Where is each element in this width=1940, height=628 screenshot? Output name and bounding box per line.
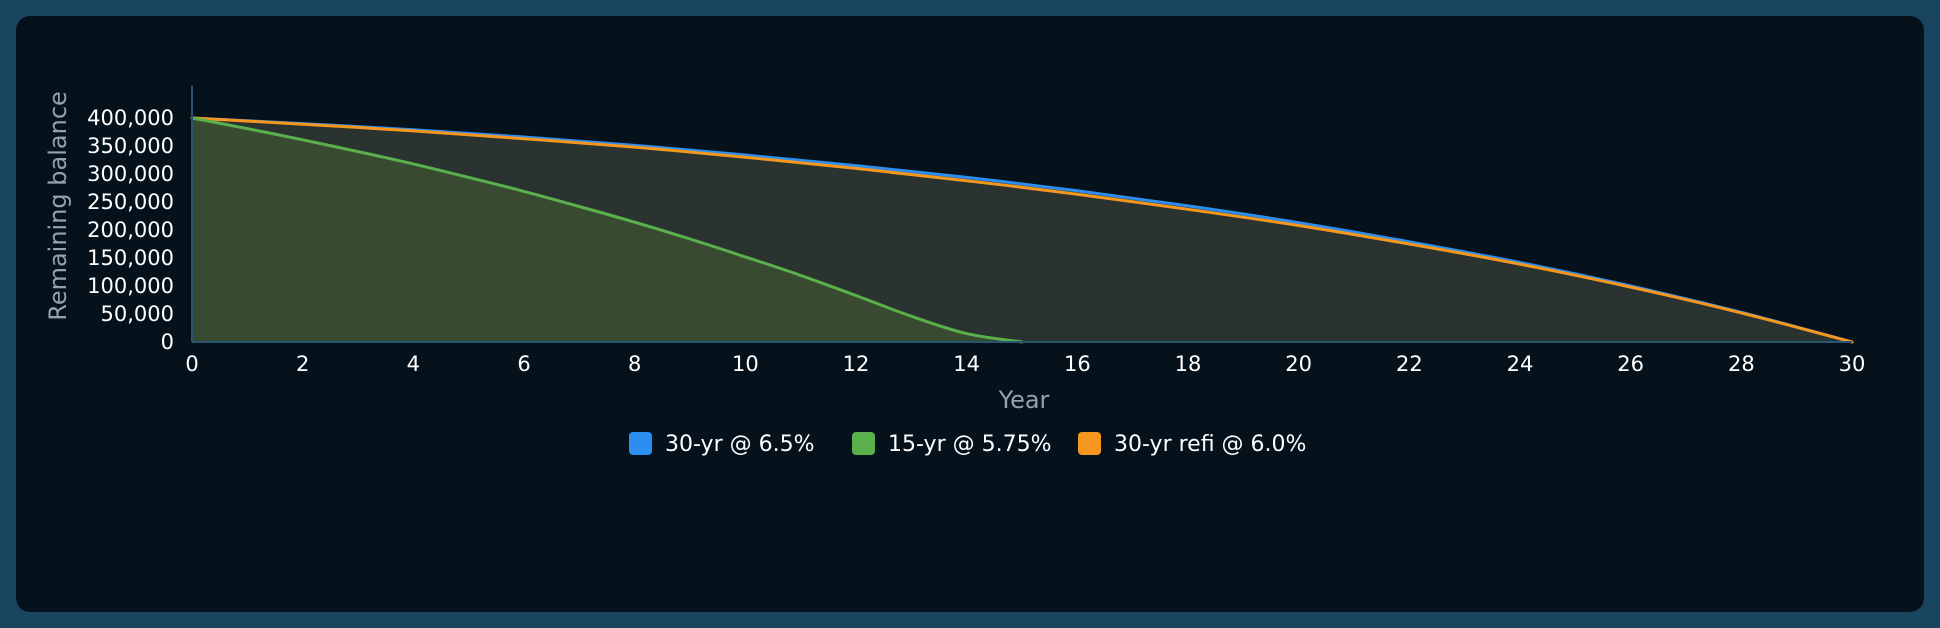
x-tick-label: 16 [1064,352,1091,376]
y-tick-label: 50,000 [101,302,174,326]
x-tick-label: 24 [1507,352,1534,376]
legend-item-2[interactable]: 15-yr @ 5.75% [852,432,1052,457]
x-tick-label: 4 [407,352,420,376]
x-tick-label: 8 [628,352,641,376]
x-tick-label: 30 [1839,352,1866,376]
legend-label: 15-yr @ 5.75% [888,432,1052,457]
x-axis-title: Year [998,386,1050,414]
legend-swatch [629,432,652,455]
legend-swatch [852,432,875,455]
chart-card: 0 2 4 6 8 10 12 14 16 18 20 22 24 26 28 30 0 50,000 100,0… [16,16,1924,612]
x-tick-label: 10 [732,352,759,376]
legend-label: 30-yr @ 6.5% [665,432,815,457]
x-tick-label: 26 [1617,352,1644,376]
y-axis-title: Remaining balance [44,91,72,321]
x-tick-label: 18 [1175,352,1202,376]
y-tick-label: 200,000 [87,218,174,242]
y-tick-label: 100,000 [87,274,174,298]
y-tick-label: 400,000 [87,106,174,130]
x-tick-labels: 0 2 4 6 8 10 12 14 16 18 20 22 24 26 28 30 [185,352,1865,376]
y-tick-label: 0 [161,330,174,354]
x-tick-label: 6 [517,352,530,376]
legend-swatch [1078,432,1101,455]
line-series-3 [190,116,1854,344]
x-tick-label: 28 [1728,352,1755,376]
x-tick-label: 2 [296,352,309,376]
x-tick-label: 0 [185,352,198,376]
balance-chart: 0 2 4 6 8 10 12 14 16 18 20 22 24 26 28 30 050,000100,0… [44,86,1865,457]
y-tick-label: 250,000 [87,190,174,214]
legend-item-1[interactable]: 30-yr @ 6.5% [629,432,815,457]
area-fills [192,118,1852,342]
y-tick-labels: 0 50,000 100,000 150,000 200,000 250,000 300,0… [87,106,174,354]
line-series-2 [190,116,1024,344]
y-tick-label: 300,000 [87,162,174,186]
legend: 30-yr @ 6.5% 15-yr @ 5.75% 30-yr refi @ 6.… [629,432,1306,457]
x-tick-label: 12 [843,352,870,376]
x-tick-label: 20 [1285,352,1312,376]
area-fill-series-2 [192,118,1022,342]
y-tick-label: 350,000 [87,134,174,158]
legend-label: 30-yr refi @ 6.0% [1114,432,1306,457]
x-tick-label: 22 [1396,352,1423,376]
x-tick-label: 14 [953,352,980,376]
axes [191,86,1852,343]
legend-item-3[interactable]: 30-yr refi @ 6.0% [1078,432,1306,457]
series-lines [190,116,1854,344]
y-tick-label: 150,000 [87,246,174,270]
